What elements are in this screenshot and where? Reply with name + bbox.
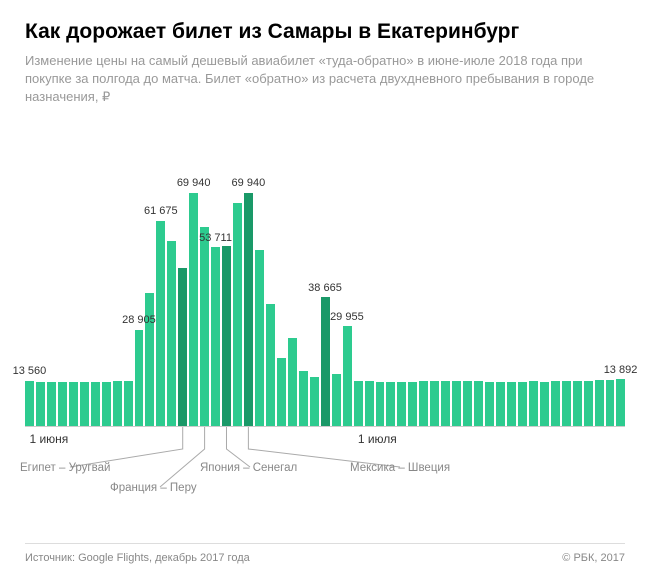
value-label: 13 560 bbox=[13, 365, 47, 377]
bar bbox=[529, 381, 538, 425]
bar bbox=[25, 381, 34, 426]
bar bbox=[397, 382, 406, 425]
bar bbox=[266, 304, 275, 425]
bar bbox=[376, 382, 385, 425]
bar bbox=[91, 382, 100, 426]
bar bbox=[255, 250, 264, 426]
bar bbox=[408, 382, 417, 426]
bar bbox=[463, 381, 472, 426]
bar bbox=[354, 381, 363, 426]
bar bbox=[167, 241, 176, 425]
bar bbox=[518, 382, 527, 426]
bar bbox=[189, 193, 198, 425]
bar bbox=[496, 382, 505, 426]
bar bbox=[47, 382, 56, 425]
bar bbox=[124, 381, 133, 425]
copyright-text: © РБК, 2017 bbox=[562, 552, 625, 564]
bar bbox=[332, 374, 341, 425]
bar bbox=[233, 203, 242, 425]
chart-title: Как дорожает билет из Самары в Екатеринб… bbox=[25, 20, 625, 44]
bar bbox=[321, 297, 330, 425]
bar bbox=[156, 221, 165, 426]
bar bbox=[277, 358, 286, 426]
bar bbox=[584, 381, 593, 426]
bar bbox=[135, 330, 144, 426]
bar bbox=[58, 382, 67, 426]
match-label: Япония – Сенегал bbox=[200, 462, 297, 474]
bar bbox=[222, 246, 231, 425]
value-label: 28 905 bbox=[122, 314, 156, 326]
bar bbox=[200, 227, 209, 426]
bar bbox=[113, 381, 122, 425]
bar bbox=[80, 382, 89, 426]
bar bbox=[573, 381, 582, 426]
bar bbox=[474, 381, 483, 426]
footer: Источник: Google Flights, декабрь 2017 г… bbox=[25, 543, 625, 564]
bar bbox=[365, 381, 374, 426]
bar bbox=[485, 382, 494, 426]
bar bbox=[69, 382, 78, 426]
bar bbox=[606, 380, 615, 425]
bar bbox=[102, 382, 111, 426]
bar bbox=[507, 382, 516, 426]
axis-label: 1 июня bbox=[29, 432, 68, 446]
chart-subtitle: Изменение цены на самый дешевый авиабиле… bbox=[25, 52, 625, 107]
bar bbox=[386, 382, 395, 425]
bar bbox=[310, 377, 319, 425]
bar bbox=[419, 381, 428, 426]
bar bbox=[36, 382, 45, 425]
bar bbox=[299, 371, 308, 426]
match-label: Франция – Перу bbox=[110, 482, 197, 494]
bar bbox=[244, 193, 253, 425]
bar bbox=[145, 293, 154, 426]
bar bbox=[562, 381, 571, 425]
axis-label: 1 июля bbox=[358, 432, 397, 446]
bar bbox=[343, 326, 352, 425]
value-label: 29 955 bbox=[330, 311, 364, 323]
value-label: 69 940 bbox=[232, 177, 266, 189]
bar bbox=[441, 381, 450, 426]
bar bbox=[540, 382, 549, 426]
bar bbox=[211, 247, 220, 425]
bar bbox=[430, 381, 439, 426]
match-label: Мексика – Швеция bbox=[350, 462, 450, 474]
source-text: Источник: Google Flights, декабрь 2017 г… bbox=[25, 552, 250, 564]
bar bbox=[178, 268, 187, 426]
bar bbox=[452, 381, 461, 426]
value-label: 69 940 bbox=[177, 177, 211, 189]
value-label: 53 711 bbox=[199, 232, 232, 244]
bar bbox=[288, 338, 297, 426]
bars-container bbox=[25, 177, 625, 427]
value-label: 38 665 bbox=[308, 282, 342, 294]
bar bbox=[551, 381, 560, 425]
bar bbox=[616, 379, 625, 425]
match-label: Египет – Уругвай bbox=[20, 462, 110, 474]
value-label: 13 892 bbox=[604, 364, 638, 376]
chart-area: 13 56028 90561 67569 94053 71169 94038 6… bbox=[25, 127, 625, 427]
value-label: 61 675 bbox=[144, 205, 178, 217]
bar bbox=[595, 380, 604, 425]
